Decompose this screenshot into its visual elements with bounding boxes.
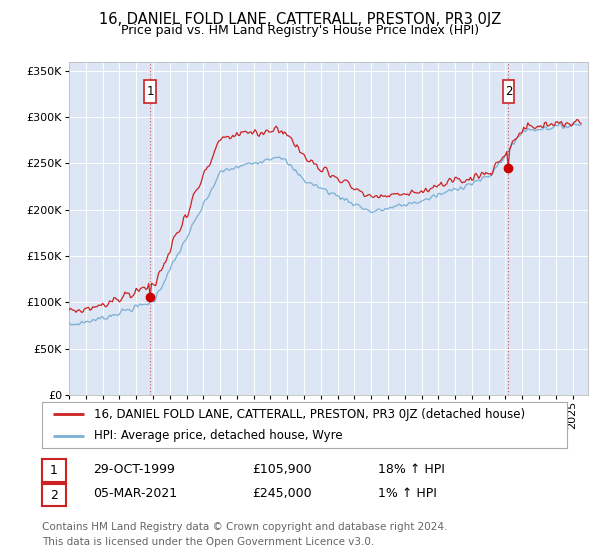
FancyBboxPatch shape <box>144 80 156 103</box>
Text: £105,900: £105,900 <box>252 463 311 476</box>
Text: Price paid vs. HM Land Registry's House Price Index (HPI): Price paid vs. HM Land Registry's House … <box>121 24 479 36</box>
Text: HPI: Average price, detached house, Wyre: HPI: Average price, detached house, Wyre <box>95 429 343 442</box>
Text: 2: 2 <box>50 488 58 502</box>
Text: 16, DANIEL FOLD LANE, CATTERALL, PRESTON, PR3 0JZ (detached house): 16, DANIEL FOLD LANE, CATTERALL, PRESTON… <box>95 408 526 421</box>
Text: 18% ↑ HPI: 18% ↑ HPI <box>378 463 445 476</box>
Text: 29-OCT-1999: 29-OCT-1999 <box>93 463 175 476</box>
Text: 2: 2 <box>505 85 512 98</box>
Text: 1% ↑ HPI: 1% ↑ HPI <box>378 487 437 501</box>
Text: 1: 1 <box>50 464 58 477</box>
Text: £245,000: £245,000 <box>252 487 311 501</box>
Text: 05-MAR-2021: 05-MAR-2021 <box>93 487 177 501</box>
FancyBboxPatch shape <box>503 80 514 103</box>
Text: 16, DANIEL FOLD LANE, CATTERALL, PRESTON, PR3 0JZ: 16, DANIEL FOLD LANE, CATTERALL, PRESTON… <box>99 12 501 27</box>
Text: Contains HM Land Registry data © Crown copyright and database right 2024.
This d: Contains HM Land Registry data © Crown c… <box>42 522 448 547</box>
Text: 1: 1 <box>146 85 154 98</box>
